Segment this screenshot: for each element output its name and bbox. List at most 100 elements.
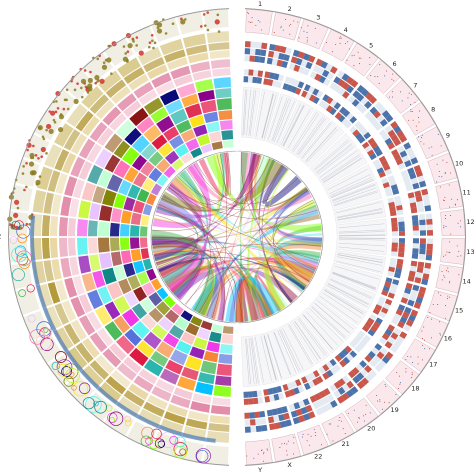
heatmap-cell: [418, 286, 427, 294]
dot-marker: [65, 98, 68, 102]
bubble: [65, 368, 80, 383]
dot-marker: [25, 222, 29, 226]
heatmap-cell: [346, 380, 355, 389]
bubble: [71, 385, 77, 391]
track-segment: [83, 392, 114, 422]
gene-label-tick: [321, 154, 360, 181]
track-segment: [123, 67, 145, 85]
cnv-point: [432, 304, 434, 306]
heatmap-cell: [408, 314, 417, 322]
heatmap-cell: [303, 53, 311, 61]
cnv-point: [289, 33, 291, 35]
heatmap-cell: [305, 404, 313, 413]
bubble: [12, 268, 25, 282]
heatmap-cell: [364, 92, 374, 101]
dot-marker: [203, 24, 207, 27]
link-chord: [156, 243, 322, 264]
track-segment: [117, 57, 141, 78]
track-segment: [206, 121, 220, 133]
heatmap-cell: [393, 327, 402, 336]
heatmap-cell: [372, 159, 381, 166]
heatmap-cell: [267, 416, 275, 424]
chromosome-label: 19: [390, 406, 398, 414]
heatmap-cell: [398, 242, 405, 248]
track-segment: [143, 401, 165, 418]
track-segment: [158, 316, 174, 332]
gene-label-tick: [337, 254, 383, 263]
track-segment: [113, 315, 131, 334]
gene-label-tick: [274, 99, 292, 143]
cnv-point: [286, 454, 288, 456]
cnv-point: [340, 37, 342, 39]
heatmap-cell: [369, 106, 378, 115]
heatmap-cell: [315, 407, 324, 416]
gene-label-tick: [262, 93, 274, 139]
heatmap-cell: [273, 51, 280, 59]
link-ribbon: [152, 244, 214, 316]
heatmap-cell: [249, 412, 255, 419]
dot-marker: [57, 126, 64, 133]
dot-marker: [48, 110, 52, 113]
cnv-panel: [245, 8, 273, 35]
cnv-point: [441, 176, 443, 178]
heatmap-cell: [308, 86, 316, 94]
cnv-point: [407, 97, 409, 99]
heatmap-cell: [390, 217, 398, 223]
heatmap-cell: [269, 43, 276, 51]
heatmap-cell: [404, 287, 412, 295]
dot-marker: [45, 152, 48, 155]
dot-marker: [26, 148, 29, 152]
track-segment: [151, 431, 180, 457]
gene-label-tick: [314, 303, 350, 334]
chromosome-label: 2: [288, 5, 292, 13]
track-segment: [98, 70, 122, 93]
gene-label-panel: [324, 164, 376, 200]
cnv-point: [440, 294, 442, 296]
heatmap-cell: [322, 363, 330, 372]
heatmap-cell: [309, 395, 317, 403]
gene-label-tick: [272, 98, 289, 142]
track-segment: [75, 342, 94, 364]
heatmap-cell: [325, 361, 334, 369]
link-chord: [198, 201, 315, 314]
heatmap-cell: [320, 405, 329, 414]
link-ribbon: [171, 186, 309, 295]
heatmap-cell: [266, 57, 273, 65]
bubble: [173, 442, 188, 457]
heatmap-cell: [345, 389, 354, 398]
dot-marker: [26, 142, 32, 148]
heatmap-cell: [342, 375, 350, 384]
gene-label-tick: [331, 179, 374, 198]
track-segment: [136, 116, 155, 134]
track-segment: [66, 103, 88, 127]
bubble: [145, 437, 154, 446]
cnv-point: [449, 206, 451, 208]
track-segment: [148, 151, 164, 167]
track-segment: [170, 394, 191, 409]
cnv-point: [377, 76, 379, 78]
bubble: [14, 220, 24, 230]
track-segment: [64, 176, 78, 197]
dot-marker: [7, 216, 13, 222]
heatmap-cell: [384, 125, 393, 133]
cnv-point: [414, 101, 416, 103]
track-segment: [187, 410, 209, 422]
bubble: [108, 411, 124, 426]
heatmap-cell: [396, 130, 405, 139]
gene-label-tick: [337, 209, 383, 219]
cnv-point: [400, 91, 402, 93]
track-segment: [116, 119, 135, 139]
heatmap-cell: [387, 292, 395, 299]
heatmap-cell: [301, 376, 308, 384]
heatmap-cell: [392, 188, 400, 195]
cnv-point: [303, 30, 305, 32]
heatmap-cell: [350, 386, 359, 395]
cnv-point: [267, 449, 269, 451]
track-segment: [175, 119, 192, 134]
dot-marker: [152, 46, 155, 50]
track-segment: [159, 418, 184, 436]
track-segment: [113, 140, 131, 159]
cnv-point: [421, 359, 423, 361]
gene-label-panel: [317, 148, 368, 188]
gene-label-panel: [329, 181, 383, 212]
